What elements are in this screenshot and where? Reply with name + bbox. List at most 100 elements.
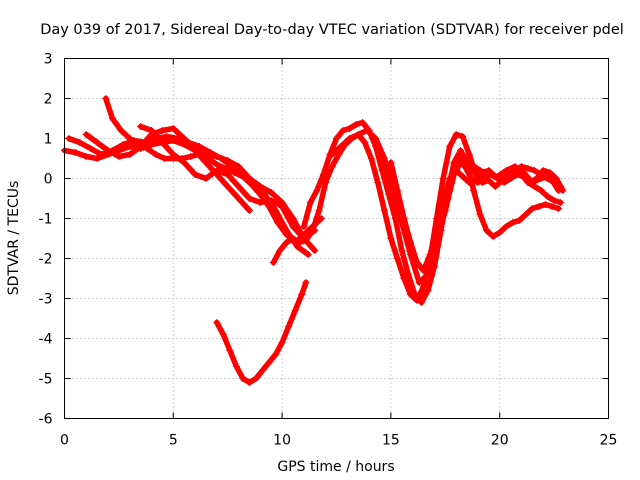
data-point	[195, 143, 203, 150]
x-tick-label: 25	[600, 433, 618, 449]
data-point	[454, 155, 462, 162]
data-point	[313, 187, 321, 194]
data-point	[400, 275, 408, 282]
data-point	[517, 163, 525, 170]
y-tick-label: -5	[39, 372, 53, 388]
data-point	[278, 203, 286, 210]
data-point	[496, 229, 504, 236]
data-point	[500, 179, 508, 186]
data-point	[333, 135, 340, 142]
series-track-line	[83, 125, 253, 214]
data-point	[391, 215, 399, 222]
data-point	[282, 239, 290, 246]
x-tick-label: 0	[60, 433, 69, 449]
y-tick-label: 0	[44, 172, 53, 188]
x-tick-label: 20	[491, 433, 509, 449]
data-point	[265, 203, 273, 210]
data-point	[554, 205, 562, 212]
grid	[64, 58, 609, 419]
series-track-line	[329, 127, 562, 286]
data-point	[71, 149, 79, 156]
data-point	[239, 375, 247, 382]
data-point	[417, 299, 425, 306]
data-point	[226, 347, 234, 354]
tick-labels: 0 5 10 15 20 25 -6 -5 -4 -3 -2 -1 0 1 2 3	[39, 52, 618, 449]
data-point	[306, 199, 314, 206]
data-point	[457, 147, 465, 154]
data-point	[380, 155, 388, 162]
data-point	[87, 145, 95, 152]
data-point	[420, 283, 428, 290]
data-point	[420, 267, 428, 274]
data-point	[213, 319, 221, 326]
series-track-i	[328, 127, 562, 286]
data-point	[346, 135, 354, 142]
data-point	[169, 151, 177, 158]
data-point	[315, 207, 323, 214]
data-point	[104, 147, 112, 154]
data-point	[134, 141, 142, 148]
data-point	[191, 171, 199, 178]
data-point	[93, 155, 101, 162]
data-point	[217, 155, 225, 162]
y-axis-label: SDTVAR / TECUs	[6, 181, 22, 296]
data-point	[459, 173, 467, 180]
x-tick-label: 15	[382, 433, 400, 449]
data-point	[82, 131, 90, 138]
data-point	[219, 331, 227, 338]
data-point	[487, 171, 495, 178]
data-point	[169, 125, 177, 132]
data-point	[289, 235, 297, 242]
data-point	[404, 271, 412, 278]
data-point	[467, 161, 475, 168]
data-point	[476, 211, 484, 218]
data-point	[528, 205, 536, 212]
data-point	[363, 127, 371, 134]
data-point	[413, 259, 421, 266]
data-point	[424, 287, 432, 294]
data-point	[213, 167, 221, 174]
data-point	[285, 323, 293, 330]
data-point	[126, 151, 134, 158]
data-point	[535, 203, 543, 210]
data-point	[102, 95, 110, 102]
data-point	[224, 171, 232, 178]
data-point	[126, 135, 134, 142]
data-point	[354, 131, 362, 138]
data-point	[526, 179, 534, 186]
data-point	[274, 219, 282, 226]
data-point	[380, 207, 388, 214]
data-point	[400, 215, 408, 222]
data-point	[322, 179, 330, 186]
y-tick-label: 3	[44, 52, 53, 68]
data-point	[245, 379, 253, 386]
y-tick-label: -4	[39, 332, 53, 348]
data-point	[152, 151, 160, 158]
data-point	[509, 219, 517, 226]
series-track-line	[301, 119, 562, 306]
data-point	[232, 363, 240, 370]
data-point	[65, 135, 73, 142]
data-point	[546, 169, 554, 176]
data-point	[544, 175, 552, 182]
series-track-line	[214, 279, 309, 386]
x-axis-label: GPS time / hours	[277, 459, 394, 475]
data-point	[550, 197, 558, 204]
chart-title: Day 039 of 2017, Sidereal Day-to-day VTE…	[40, 22, 624, 38]
y-tick-label: -3	[39, 292, 53, 308]
data-point	[328, 163, 336, 170]
data-point	[372, 135, 380, 142]
data-point	[148, 127, 156, 134]
data-point	[491, 183, 499, 190]
data-point	[269, 259, 277, 266]
data-point	[557, 199, 565, 206]
data-point	[393, 187, 401, 194]
y-tick-label: -6	[39, 412, 53, 428]
data-point	[513, 171, 521, 178]
data-point	[267, 197, 275, 204]
data-point	[259, 367, 267, 374]
data-point	[483, 227, 491, 234]
plot-frame	[64, 58, 609, 419]
data-point	[426, 251, 434, 258]
